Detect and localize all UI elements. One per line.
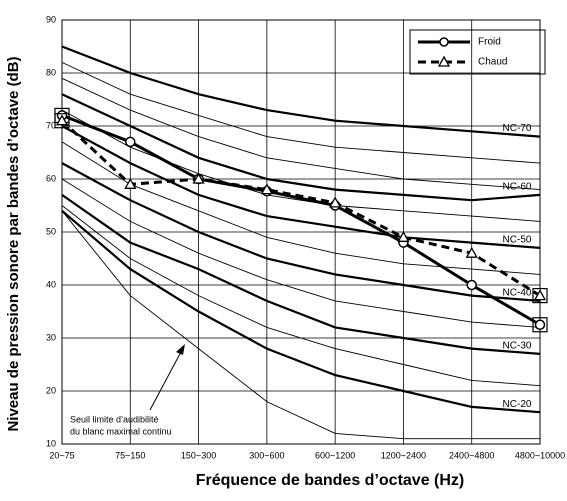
nc-curve <box>61 109 541 222</box>
point <box>192 172 205 184</box>
y-tick-label: 70 <box>46 120 56 130</box>
legend-box <box>409 29 546 75</box>
x-tick-label: 300~600 <box>249 450 284 460</box>
annotation: Seuil limite d’audibilité <box>70 414 159 424</box>
x-tick-label: 4800~10000 <box>515 450 565 460</box>
y-tick-label: 20 <box>46 385 56 395</box>
nc-label: NC-50 <box>503 235 532 246</box>
legend-label: Chaud <box>478 57 507 68</box>
arrow-line <box>149 349 183 411</box>
nc-label: NC-40 <box>503 288 532 299</box>
nc-curve <box>61 45 541 138</box>
y-tick-label: 90 <box>46 14 56 24</box>
legend-label: Froid <box>478 37 501 48</box>
legend-marker <box>439 37 449 47</box>
arrow-head <box>176 344 185 355</box>
legend-marker <box>437 55 451 67</box>
y-tick-label: 40 <box>46 279 56 289</box>
end-square <box>532 288 548 304</box>
series-line <box>61 114 541 327</box>
nc-curve <box>61 193 541 355</box>
plot-border <box>61 19 541 445</box>
nc-label: NC-70 <box>503 123 532 134</box>
nc-curve <box>61 61 541 164</box>
nc-curve <box>61 141 541 275</box>
series-line <box>60 119 541 297</box>
x-tick-label: 1200~2400 <box>381 450 426 460</box>
nc-label: NC-30 <box>503 341 532 352</box>
nc-curve <box>61 205 541 387</box>
nc-curve <box>61 210 540 440</box>
x-tick-label: 75~150 <box>115 450 145 460</box>
nc-curve <box>61 93 541 202</box>
y-tick-label: 30 <box>46 332 56 342</box>
point <box>125 136 136 148</box>
y-tick-label: 60 <box>46 173 56 183</box>
annotation: du blanc maximal continu <box>70 426 172 436</box>
nc-label: NC-60 <box>503 182 532 193</box>
point <box>397 230 410 242</box>
end-square <box>54 113 70 129</box>
nc-curve <box>61 178 541 328</box>
y-tick-label: 80 <box>46 67 56 77</box>
y-axis-label: Niveau de pression sonore par bandes d’o… <box>5 56 22 431</box>
point <box>465 246 478 258</box>
y-tick-label: 10 <box>46 438 56 448</box>
x-tick-label: 20~75 <box>49 450 74 460</box>
point <box>533 289 547 301</box>
point <box>329 196 342 208</box>
point <box>55 114 69 126</box>
end-square <box>532 317 548 333</box>
point <box>260 183 273 195</box>
x-tick-label: 2400~4800 <box>449 450 494 460</box>
point <box>466 279 477 291</box>
x-axis-label: Fréquence de bandes d’octave (Hz) <box>196 472 465 489</box>
nc-curve <box>61 77 541 191</box>
nc-curve <box>61 162 541 302</box>
point <box>124 177 137 189</box>
nc-curve <box>61 209 541 414</box>
y-tick-label: 50 <box>46 226 56 236</box>
x-tick-label: 600~1200 <box>315 450 355 460</box>
nc-label: NC-20 <box>503 399 532 410</box>
nc-curve <box>61 125 541 249</box>
x-tick-label: 150~300 <box>181 450 216 460</box>
point <box>534 319 546 330</box>
